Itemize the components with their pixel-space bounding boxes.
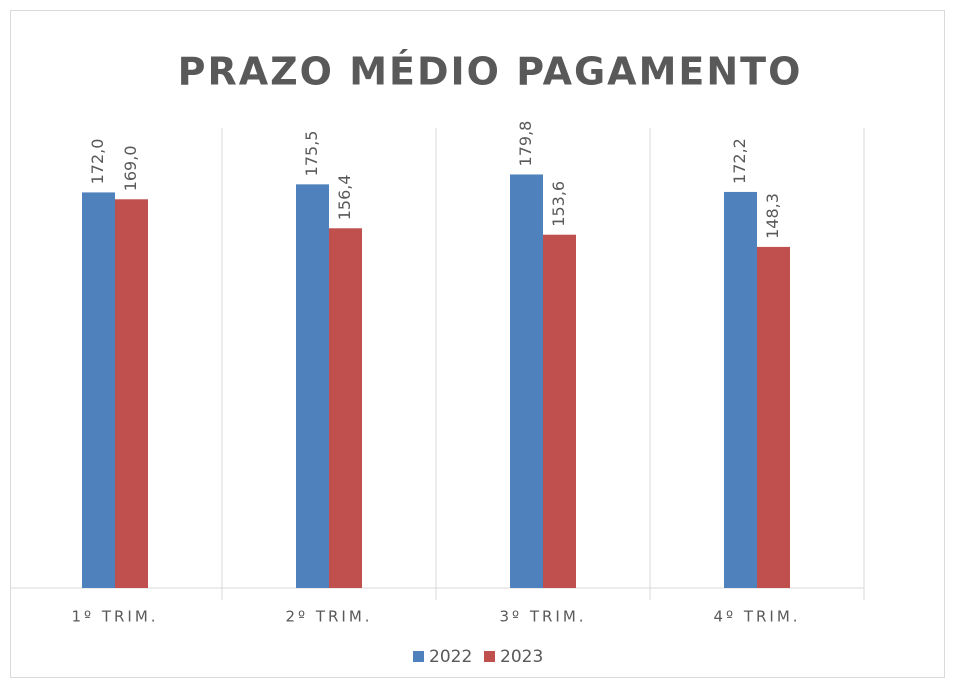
bar xyxy=(724,191,757,588)
value-label: 153,6 xyxy=(549,181,568,227)
legend-swatch xyxy=(413,651,424,662)
value-label: 148,3 xyxy=(763,193,782,239)
legend-label: 2023 xyxy=(500,647,543,667)
x-tick-label: 4º TRIM. xyxy=(713,608,800,626)
bar xyxy=(296,184,329,588)
value-label: 179,8 xyxy=(516,121,535,167)
value-label: 172,2 xyxy=(730,138,749,184)
bar xyxy=(543,234,576,588)
x-tick-label: 2º TRIM. xyxy=(285,608,372,626)
value-label: 175,5 xyxy=(302,131,321,177)
bar xyxy=(757,246,790,588)
chart-title: PRAZO MÉDIO PAGAMENTO xyxy=(178,50,803,94)
legend-label: 2022 xyxy=(429,647,472,667)
value-label: 169,0 xyxy=(121,145,140,191)
value-label: 156,4 xyxy=(335,174,354,220)
bar xyxy=(329,228,362,588)
bar xyxy=(510,174,543,588)
x-tick-label: 1º TRIM. xyxy=(71,608,158,626)
legend-swatch xyxy=(484,651,495,662)
value-label: 172,0 xyxy=(88,139,107,185)
chart-border xyxy=(10,10,945,678)
bar xyxy=(82,192,115,588)
x-tick-label: 3º TRIM. xyxy=(499,608,586,626)
bar xyxy=(115,199,148,589)
